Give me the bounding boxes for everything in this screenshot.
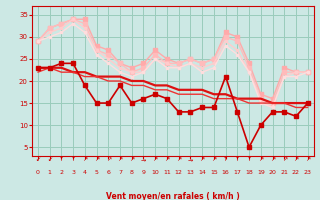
- X-axis label: Vent moyen/en rafales ( km/h ): Vent moyen/en rafales ( km/h ): [106, 192, 240, 200]
